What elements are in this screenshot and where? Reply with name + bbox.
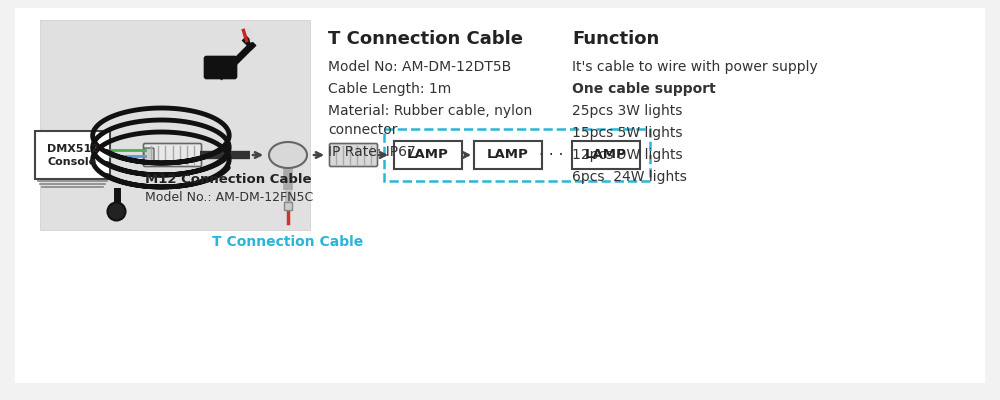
FancyBboxPatch shape: [35, 131, 110, 179]
FancyBboxPatch shape: [474, 141, 542, 169]
FancyBboxPatch shape: [144, 148, 154, 162]
Text: It's cable to wire with power supply: It's cable to wire with power supply: [572, 60, 818, 74]
Text: IP Rate: IP67: IP Rate: IP67: [328, 145, 416, 159]
FancyBboxPatch shape: [572, 141, 640, 169]
Text: 12pcs 9W lights: 12pcs 9W lights: [572, 148, 683, 162]
Text: Cable Length: 1m: Cable Length: 1m: [328, 82, 451, 96]
Text: 15pcs 5W lights: 15pcs 5W lights: [572, 126, 682, 140]
Text: Model No: AM-DM-12DT5B: Model No: AM-DM-12DT5B: [328, 60, 511, 74]
Text: T Connection Cable: T Connection Cable: [328, 30, 523, 48]
Text: connector: connector: [328, 123, 398, 137]
Text: T Connection Cable: T Connection Cable: [212, 235, 364, 249]
Text: · · ·: · · ·: [539, 148, 563, 162]
Text: One cable support: One cable support: [572, 82, 716, 96]
FancyBboxPatch shape: [205, 56, 237, 78]
Text: Material: Rubber cable, nylon: Material: Rubber cable, nylon: [328, 104, 532, 118]
Text: M12 Connection Cable: M12 Connection Cable: [145, 173, 312, 186]
Text: LAMP: LAMP: [487, 148, 529, 162]
Text: Model No.: AM-DM-12FN5C: Model No.: AM-DM-12FN5C: [145, 191, 313, 204]
Text: LAMP: LAMP: [407, 148, 449, 162]
Text: LAMP: LAMP: [585, 148, 627, 162]
FancyBboxPatch shape: [394, 141, 462, 169]
Text: DMX512: DMX512: [46, 144, 98, 154]
Text: 6pcs  24W lights: 6pcs 24W lights: [572, 170, 687, 184]
FancyBboxPatch shape: [330, 144, 378, 166]
Text: Console: Console: [48, 157, 97, 167]
FancyBboxPatch shape: [284, 202, 292, 210]
Text: 25pcs 3W lights: 25pcs 3W lights: [572, 104, 682, 118]
Text: Function: Function: [572, 30, 659, 48]
FancyBboxPatch shape: [40, 20, 310, 230]
FancyBboxPatch shape: [15, 8, 985, 383]
Ellipse shape: [269, 142, 307, 168]
FancyBboxPatch shape: [144, 144, 202, 166]
Circle shape: [108, 202, 126, 220]
